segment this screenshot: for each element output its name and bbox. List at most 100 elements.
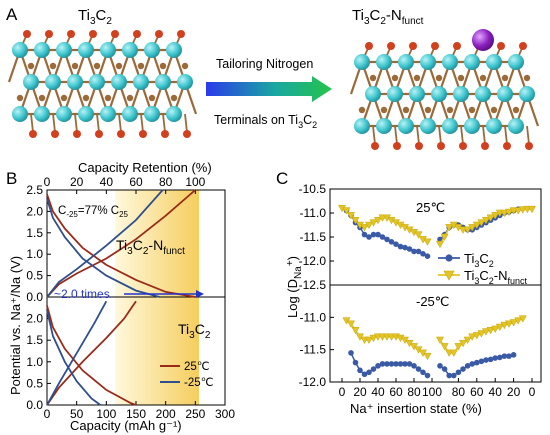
y-tick-label: 2.0 — [26, 204, 43, 218]
carbon-atom — [358, 106, 366, 114]
ti3c2-marker — [415, 366, 422, 372]
voltage-curve — [46, 189, 164, 298]
x-tick-label: 40 — [371, 385, 385, 399]
carbon-atom — [170, 94, 178, 102]
ti3c2-marker — [357, 367, 363, 374]
nfunct-marker — [518, 315, 527, 323]
ti3c2-marker — [483, 357, 489, 363]
carbon-atom — [104, 94, 112, 102]
titanium-atom — [12, 42, 28, 58]
y-tick-label: 1.5 — [26, 226, 43, 240]
ti3c2-marker — [361, 371, 368, 378]
titanium-atom — [100, 106, 116, 122]
voltage-curve — [46, 300, 137, 406]
y-tick-label: -12.0 — [299, 375, 327, 389]
nfunct-marker — [369, 334, 378, 343]
ti3c2-marker — [460, 366, 466, 372]
legend-neg25c-label: -25℃ — [184, 377, 214, 389]
nfunct-marker — [495, 323, 504, 332]
ti3c2-marker — [497, 354, 503, 361]
oxygen-atom — [525, 142, 533, 150]
x2-tick-label: 0 — [44, 175, 51, 189]
voltage-curve — [46, 300, 108, 406]
panel-a-label: A — [6, 5, 18, 24]
x-tick-label: 0 — [44, 407, 51, 421]
nitrogen-atom — [472, 29, 494, 51]
titanium-atom — [144, 42, 160, 58]
oxygen-atom — [415, 142, 423, 150]
nfunct-marker — [360, 224, 369, 232]
nfunct-marker — [369, 219, 378, 227]
carbon-atom — [424, 106, 432, 114]
carbon-atom — [479, 74, 487, 82]
panel-c-curves — [337, 204, 537, 379]
x-tick-label: 300 — [215, 407, 235, 421]
legend-nfunct-label: Ti3C2-Nfunct — [464, 268, 528, 286]
y-tick-label: -11.0 — [300, 310, 327, 324]
oxygen-atom — [459, 142, 467, 150]
titanium-atom — [67, 74, 83, 90]
bond — [96, 113, 100, 133]
titanium-atom — [442, 54, 458, 70]
titanium-atom — [365, 86, 381, 102]
carbon-atom — [38, 94, 46, 102]
x2-tick-label: 60 — [129, 175, 143, 189]
nfunct-marker — [454, 343, 463, 351]
nfunct-marker — [346, 320, 356, 328]
titanium-atom — [111, 74, 127, 90]
carbon-atom — [60, 94, 68, 102]
nfunct-marker — [435, 336, 445, 345]
x-tick-label: 100 — [96, 407, 116, 421]
y-tick-label: 0.0 — [26, 398, 43, 412]
y-tick-label: 0.5 — [26, 269, 43, 283]
ti3c2-marker — [361, 231, 368, 238]
times-annotation: ~2.0 times — [54, 287, 110, 301]
bond — [184, 113, 188, 133]
titanium-atom — [122, 106, 138, 122]
carbon-atom — [181, 62, 189, 70]
titanium-atom — [376, 54, 392, 70]
carbon-atom — [93, 62, 101, 70]
oxygen-atom — [365, 42, 373, 50]
nfunct-marker — [449, 349, 458, 358]
nfunct-marker — [514, 317, 523, 325]
times-arrowhead-icon — [196, 290, 204, 298]
carbon-atom — [380, 106, 388, 114]
nfunct-marker — [472, 221, 481, 230]
oxygen-atom — [481, 142, 489, 150]
potential-axis-title: Potential vs. Na⁺/Na (V) — [8, 256, 23, 395]
ti3c2-marker — [441, 366, 448, 372]
titanium-atom — [34, 106, 50, 122]
nfunct-marker — [440, 343, 449, 351]
oxygen-atom — [519, 42, 527, 50]
ti3c2-marker — [388, 239, 395, 245]
nfunct-marker — [346, 212, 356, 220]
y-tick-label: -11.0 — [300, 206, 327, 220]
ti3c2-marker — [446, 372, 453, 379]
nfunct-marker — [486, 214, 495, 222]
nfunct-marker — [481, 216, 491, 225]
nfunct-marker — [491, 325, 500, 334]
carbon-atom — [523, 74, 531, 82]
ti3c2-marker — [388, 361, 395, 367]
voltage-curve — [46, 198, 160, 298]
ti3c2-marker — [397, 361, 404, 367]
carbon-atom — [82, 94, 90, 102]
ti3c2-nfunct-crystal-structure — [349, 29, 540, 150]
capacity-axis-title: Capacity (mAh g⁻¹) — [70, 418, 182, 433]
x2-tick-label: 80 — [159, 175, 173, 189]
y-tick-label: 0.5 — [26, 376, 43, 390]
ti3c2-marker — [379, 234, 386, 240]
titanium-atom — [497, 86, 513, 102]
oxygen-atom — [371, 142, 379, 150]
bond — [482, 125, 486, 145]
oxygen-atom — [431, 42, 439, 50]
legend-nfunct-marker — [443, 270, 455, 281]
oxygen-atom — [95, 130, 103, 138]
bond — [460, 125, 464, 145]
nfunct-marker — [500, 321, 509, 330]
oxygen-atom — [177, 30, 185, 38]
carbon-atom — [413, 74, 421, 82]
voltage-curve — [46, 189, 196, 298]
ti3c2-marker — [506, 353, 512, 359]
